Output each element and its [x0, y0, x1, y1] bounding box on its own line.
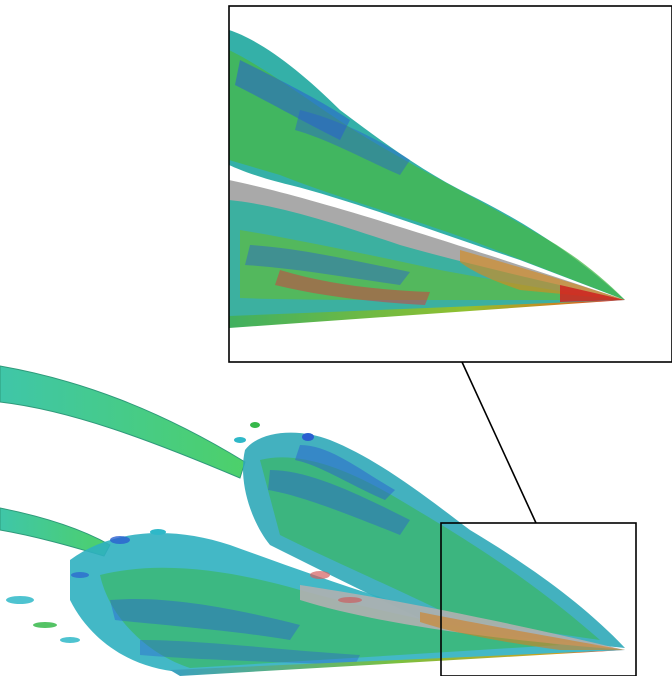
- inset-zoom-view: [228, 5, 672, 363]
- vortex-fragments: [6, 422, 362, 643]
- vortex-tube-upper: [0, 365, 246, 479]
- turbulent-wake-upper: [242, 432, 626, 648]
- zoom-connector-line: [461, 361, 537, 524]
- zoom-region-box: [440, 522, 637, 676]
- wing-surface: [170, 585, 625, 676]
